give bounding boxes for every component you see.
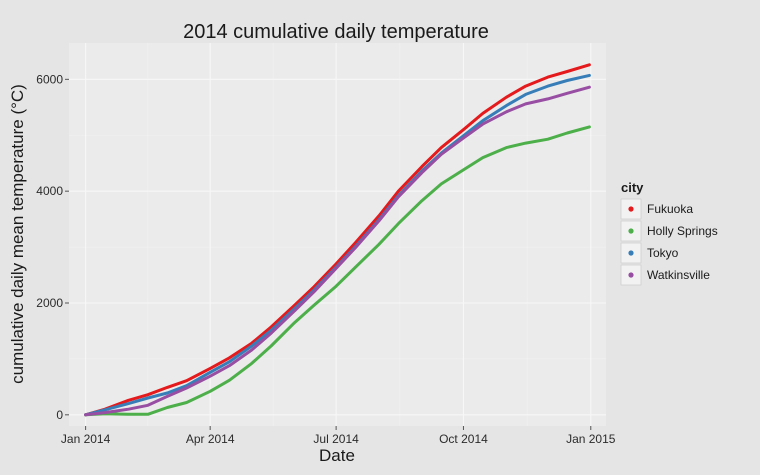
plot-panel	[69, 43, 606, 426]
legend-marker-watkinsville	[628, 272, 634, 278]
series-lines	[84, 63, 591, 417]
x-tick-label: Jan 2014	[61, 432, 111, 446]
x-axis-title: Date	[319, 446, 355, 465]
y-tick-label: 6000	[36, 72, 63, 86]
grid	[69, 43, 606, 426]
y-axis-title: cumulative daily mean temperature (°C)	[8, 84, 27, 384]
legend-label-holly-springs: Holly Springs	[647, 224, 718, 238]
y-tick-label: 2000	[36, 296, 63, 310]
legend: city Fukuoka Holly Springs Tokyo Watkinsvil…	[620, 180, 718, 286]
series-line-watkinsville	[84, 85, 591, 417]
legend-label-tokyo: Tokyo	[647, 246, 679, 260]
x-tick-label: Oct 2014	[439, 432, 488, 446]
x-tick-label: Jul 2014	[313, 432, 359, 446]
y-tick-label: 0	[56, 408, 63, 422]
x-tick-label: Jan 2015	[566, 432, 616, 446]
series-line-holly-springs	[84, 125, 591, 417]
series-line-fukuoka	[84, 63, 591, 417]
x-axis: Jan 2014 Apr 2014 Jul 2014 Oct 2014 Jan 2015	[61, 426, 616, 446]
legend-label-watkinsville: Watkinsville	[647, 268, 710, 282]
legend-items: Fukuoka Holly Springs Tokyo Watkinsville	[620, 198, 718, 286]
legend-label-fukuoka: Fukuoka	[647, 202, 693, 216]
chart-title: 2014 cumulative daily temperature	[183, 21, 489, 43]
legend-title: city	[621, 180, 644, 195]
y-axis: 0 2000 4000 6000	[36, 72, 69, 422]
legend-marker-holly-springs	[628, 228, 634, 234]
y-tick-label: 4000	[36, 184, 63, 198]
x-tick-label: Apr 2014	[186, 432, 235, 446]
legend-marker-fukuoka	[628, 206, 634, 212]
legend-marker-tokyo	[628, 250, 634, 256]
